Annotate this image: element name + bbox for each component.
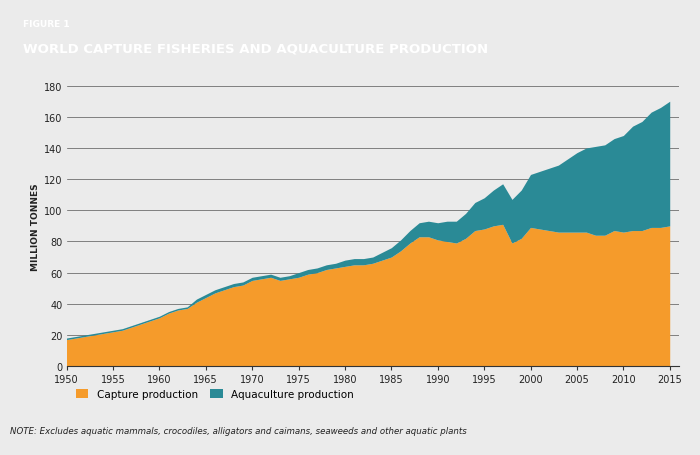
Y-axis label: MILLION TONNES: MILLION TONNES <box>31 182 40 270</box>
Legend: Capture production, Aquaculture production: Capture production, Aquaculture producti… <box>71 385 358 403</box>
Text: FIGURE 1: FIGURE 1 <box>22 20 69 29</box>
Text: NOTE: Excludes aquatic mammals, crocodiles, alligators and caimans, seaweeds and: NOTE: Excludes aquatic mammals, crocodil… <box>10 426 466 435</box>
Text: WORLD CAPTURE FISHERIES AND AQUACULTURE PRODUCTION: WORLD CAPTURE FISHERIES AND AQUACULTURE … <box>22 42 488 55</box>
